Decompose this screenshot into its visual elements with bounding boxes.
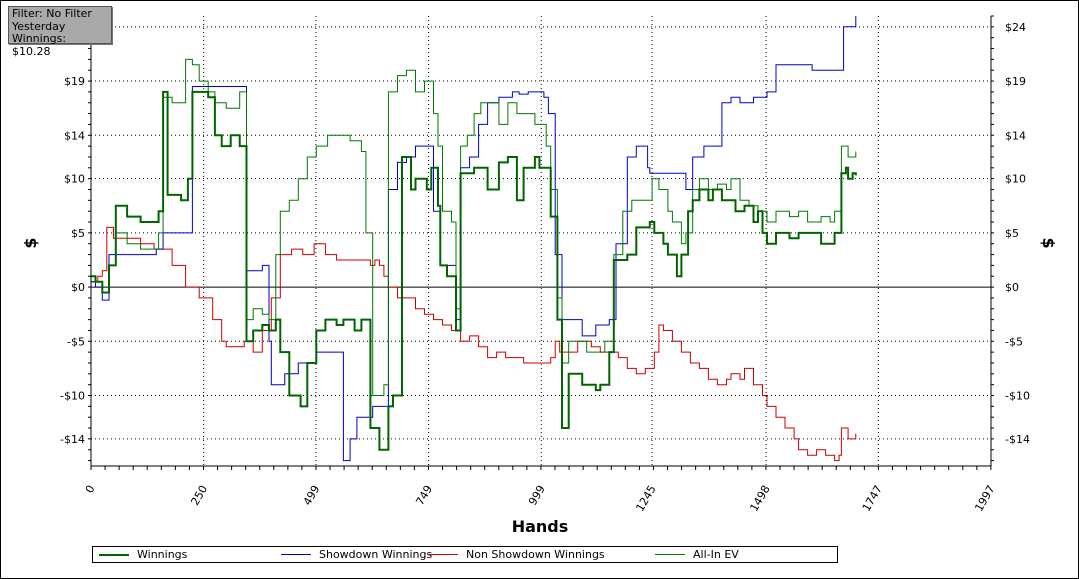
filter-label: Filter: No Filter [12, 7, 92, 20]
legend-swatch-non-showdown [428, 554, 458, 555]
y-tick-label-left: $14 [64, 129, 85, 142]
y-tick-label-right: $0 [1005, 281, 1019, 294]
y-tick-label-left: $0 [71, 281, 85, 294]
filter-info-box: Filter: No Filter Yesterday Winnings: $1… [8, 6, 112, 57]
x-tick-label: 1245 [633, 483, 658, 514]
series-layer [91, 16, 857, 462]
series-winnings-line [91, 90, 857, 451]
legend-label-winnings: Winnings [137, 548, 188, 561]
legend-swatch-winnings [99, 553, 129, 556]
winnings-label: Winnings: $10.28 [12, 32, 67, 58]
x-axis-title: Hands [512, 517, 569, 536]
x-tick-label: 1747 [860, 483, 885, 514]
y-tick-label-right: -$10 [1005, 390, 1030, 403]
legend: Winnings Showdown Winnings Non Showdown … [92, 546, 838, 563]
legend-item-allin-ev: All-In EV [655, 547, 739, 562]
series-non-showdown-winnings-line [91, 226, 857, 462]
y-tick-label-left: $5 [71, 227, 85, 240]
axes: 02504997499991245149817471997$24$24$19$1… [60, 15, 1030, 514]
y-tick-label-left: -$5 [67, 335, 85, 348]
y-tick-label-right: $19 [1005, 75, 1026, 88]
series-allin-ev-line [91, 58, 857, 396]
x-tick-label: 250 [189, 483, 211, 508]
legend-label-showdown: Showdown Winnings [319, 548, 433, 561]
period-label: Yesterday [12, 19, 66, 33]
legend-item-winnings: Winnings [99, 547, 187, 562]
y-tick-label-right: $5 [1005, 227, 1019, 240]
y-axis-title-left: $ [21, 237, 40, 248]
series-showdown-winnings-line [91, 16, 857, 462]
x-tick-label: 0 [83, 483, 98, 496]
x-tick-label: 749 [413, 483, 435, 508]
y-tick-label-right: $24 [1005, 21, 1026, 34]
y-tick-label-left: -$14 [60, 433, 85, 446]
x-tick-label: 1498 [747, 483, 772, 514]
y-tick-label-right: $14 [1005, 129, 1026, 142]
legend-item-non-showdown: Non Showdown Winnings [428, 547, 605, 562]
legend-swatch-allin-ev [655, 554, 685, 555]
grid [91, 16, 991, 466]
y-tick-label-right: -$14 [1005, 433, 1030, 446]
x-tick-label: 999 [526, 483, 548, 508]
y-tick-label-right: -$5 [1005, 335, 1023, 348]
x-tick-label: 1997 [972, 483, 997, 514]
legend-swatch-showdown [281, 554, 311, 555]
y-axis-title-right: $ [1039, 237, 1058, 248]
x-tick-label: 499 [301, 483, 323, 508]
y-tick-label-left: $10 [64, 173, 85, 186]
legend-item-showdown: Showdown Winnings [281, 547, 432, 562]
y-tick-label-left: -$10 [60, 390, 85, 403]
legend-label-non-showdown: Non Showdown Winnings [466, 548, 605, 561]
y-tick-label-left: $19 [64, 75, 85, 88]
y-tick-label-right: $10 [1005, 173, 1026, 186]
legend-label-allin-ev: All-In EV [693, 548, 739, 561]
